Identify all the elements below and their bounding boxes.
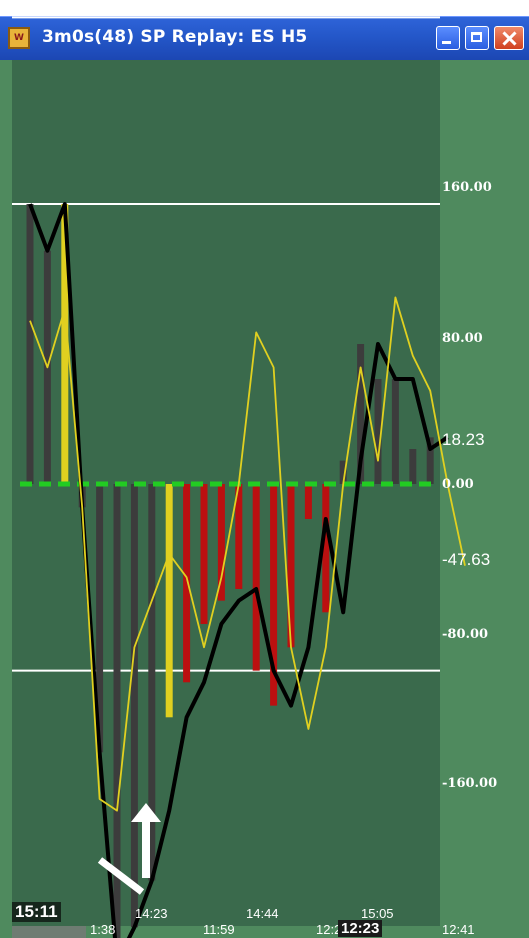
time-label: 12:2 [316, 922, 342, 937]
histogram-bar [26, 204, 34, 485]
histogram-bar [148, 484, 156, 881]
histogram-bar [304, 484, 312, 519]
maximize-button[interactable] [465, 26, 489, 50]
histogram-bar [96, 484, 104, 753]
time-box: 12:23 [338, 920, 383, 937]
title-bar[interactable]: W 3m0s(48) SP Replay: ES H5 [0, 16, 529, 60]
diagonal-arrow-annotation [97, 857, 145, 895]
time-label: 12:41 [442, 922, 475, 937]
histogram-bar [165, 484, 173, 718]
price-label: 18.23 [442, 430, 485, 449]
time-box: 15:11 [12, 902, 61, 922]
histogram-bar [426, 437, 434, 484]
price-label: 0.00 [442, 477, 474, 492]
histogram-bar [61, 204, 69, 485]
indicator-line [29, 296, 466, 812]
up-arrow-annotation [131, 803, 161, 878]
histogram-bar [235, 484, 243, 589]
histogram-bar [374, 379, 382, 484]
time-label: 14:44 [246, 906, 279, 921]
histogram-bar [270, 484, 278, 706]
minimize-button[interactable] [436, 26, 460, 50]
price-label: 80.00 [442, 331, 483, 346]
scroll-track[interactable] [12, 926, 86, 938]
price-line [28, 202, 449, 938]
price-label: -160.00 [442, 776, 498, 791]
histogram-bar [322, 484, 330, 613]
left-margin [0, 60, 12, 938]
histogram-bar [252, 484, 260, 671]
time-label: 15:05 [361, 906, 394, 921]
histogram-bar [113, 484, 121, 938]
histogram-bar [357, 344, 365, 484]
histogram-bar [287, 484, 295, 648]
window-title: 3m0s(48) SP Replay: ES H5 [42, 27, 308, 47]
histogram-bar [183, 484, 191, 683]
price-label: -47.63 [442, 550, 491, 569]
time-label: 1:38 [90, 922, 116, 937]
histogram-bar [217, 484, 225, 601]
histogram-bar [409, 449, 417, 484]
histogram-bar [130, 484, 138, 928]
app-icon[interactable]: W [8, 27, 30, 49]
time-label: 14:23 [135, 906, 168, 921]
price-label: 160.00 [442, 180, 492, 195]
close-button[interactable] [494, 26, 524, 50]
histogram-bar [391, 379, 399, 484]
price-label: -80.00 [442, 627, 489, 642]
histogram-bar [339, 460, 347, 484]
histogram-bar [200, 484, 208, 624]
time-label: 11:59 [203, 922, 235, 937]
